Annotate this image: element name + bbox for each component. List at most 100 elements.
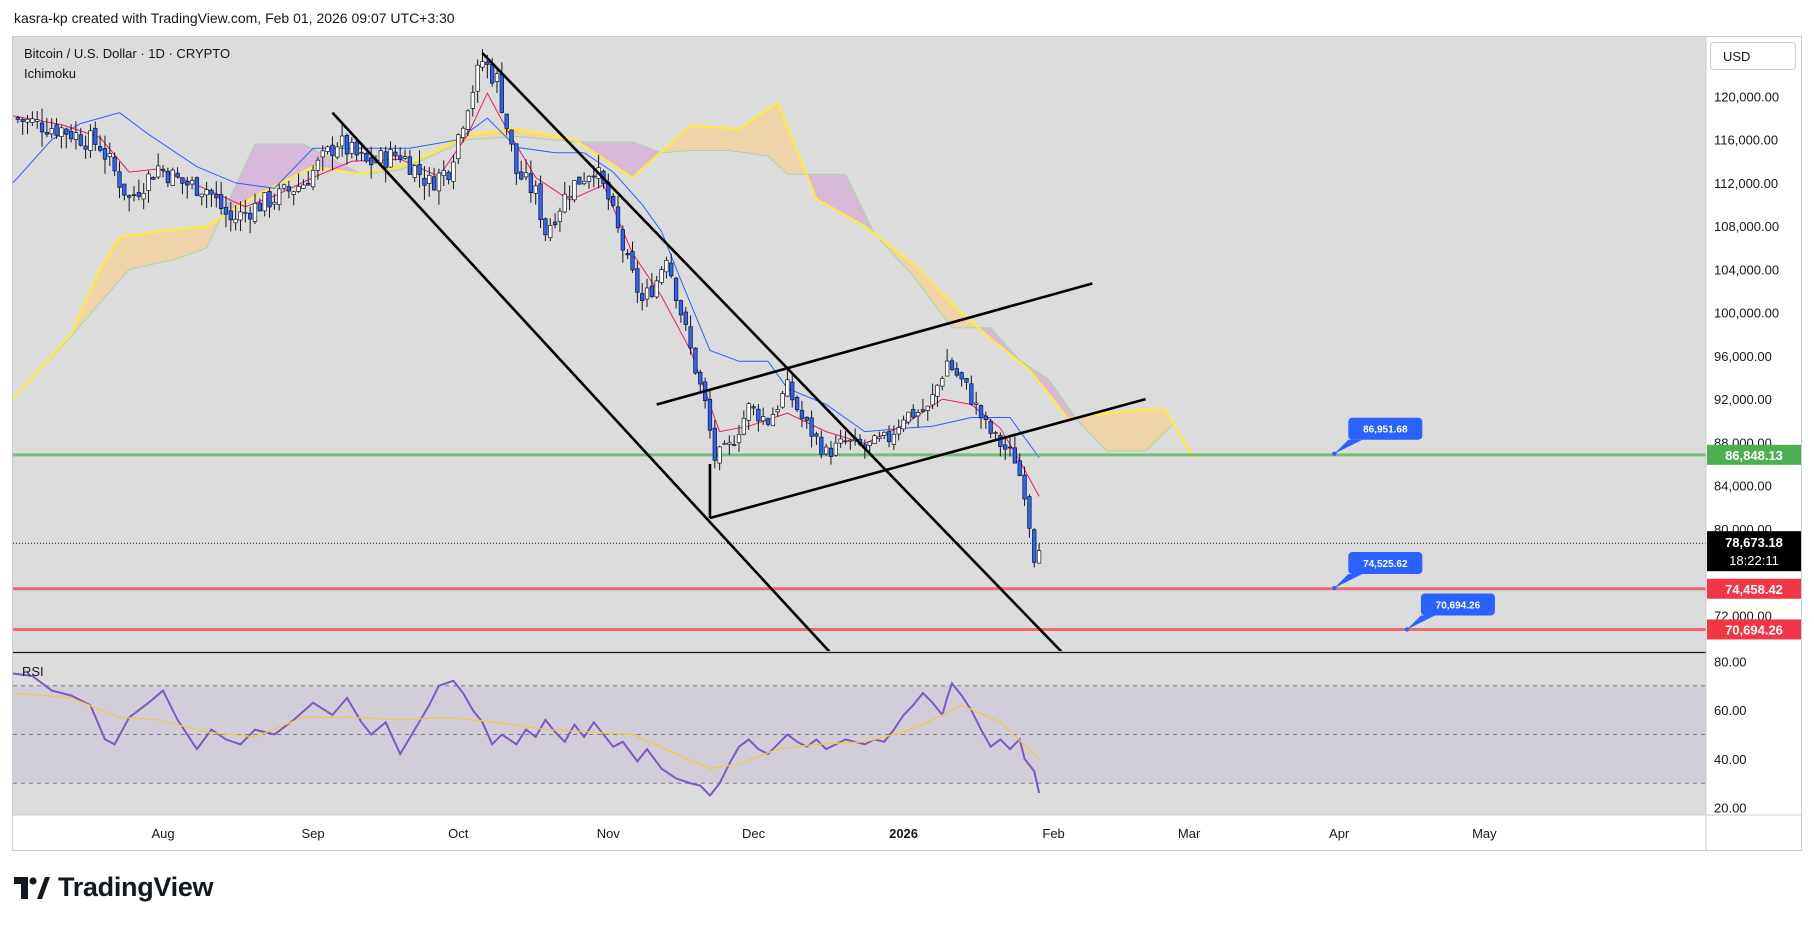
ichimoku-cloud-segment xyxy=(192,227,197,254)
candle-body xyxy=(727,442,732,445)
candle-body xyxy=(640,293,645,301)
ichimoku-cloud-segment xyxy=(1140,409,1146,452)
candle-body xyxy=(460,127,466,138)
level-tag-label: 70,694.26 xyxy=(1725,622,1783,637)
candle-body xyxy=(480,61,485,68)
tradingview-logo[interactable]: TradingView xyxy=(14,872,214,903)
candle-body xyxy=(272,201,277,205)
ichimoku-cloud-segment xyxy=(472,133,478,140)
candle-body xyxy=(475,64,480,92)
ichimoku-cloud-segment xyxy=(114,236,120,287)
tradingview-logo-icon xyxy=(14,876,50,899)
candle-body xyxy=(117,171,122,188)
candle-body xyxy=(369,157,374,166)
symbol-title[interactable]: Bitcoin / U.S. Dollar · 1D · CRYPTO xyxy=(24,46,231,61)
ichimoku-cloud-segment xyxy=(743,122,749,154)
ichimoku-cloud-segment xyxy=(642,145,648,169)
ichimoku-cloud-segment xyxy=(1106,412,1112,452)
ichimoku-cloud-segment xyxy=(240,164,246,205)
candle-body xyxy=(243,211,248,214)
ichimoku-cloud-segment xyxy=(826,174,831,208)
candle-body xyxy=(794,397,800,411)
candle-body xyxy=(533,185,538,194)
candle-body xyxy=(136,192,141,197)
ichimoku-cloud-segment xyxy=(124,235,130,275)
candle-body xyxy=(1036,550,1042,564)
candle-body xyxy=(97,146,103,151)
price-pane-background xyxy=(13,37,1706,651)
ichimoku-cloud-segment xyxy=(758,112,764,156)
candle-body xyxy=(490,64,495,84)
candle-body xyxy=(809,417,814,437)
ichimoku-cloud-segment xyxy=(680,129,686,152)
trendline-ascending-channel-upper xyxy=(656,282,1093,406)
ichimoku-cloud-segment xyxy=(521,129,527,138)
candle-body xyxy=(838,438,843,444)
price-axis-tick: 84,000.00 xyxy=(1714,479,1772,494)
trendline-ascending-channel-lower xyxy=(709,397,1146,520)
callout-box xyxy=(1420,593,1495,616)
candle-body xyxy=(978,405,984,419)
candle-body xyxy=(214,193,219,199)
candle-body xyxy=(141,192,146,200)
callout-label: 70,694.26 xyxy=(1436,600,1481,611)
ichimoku-cloud-segment xyxy=(598,141,604,159)
ichimoku-cloud-segment xyxy=(206,223,212,248)
candle-body xyxy=(1027,496,1032,529)
ichimoku-cloud-segment xyxy=(937,289,943,315)
candle-body xyxy=(310,170,316,188)
ichimoku-cloud-segment xyxy=(274,144,280,187)
candle-body xyxy=(925,405,930,411)
candle-body xyxy=(954,368,959,376)
candle-body xyxy=(1017,460,1022,476)
ichimoku-cloud-segment xyxy=(821,174,827,205)
candle-body xyxy=(659,269,664,283)
candle-body xyxy=(586,176,592,182)
candle-body xyxy=(267,191,272,208)
candle-body xyxy=(49,128,54,135)
candle-body xyxy=(228,210,233,221)
ichimoku-cloud-segment xyxy=(1005,344,1011,355)
ichimoku-cloud-segment xyxy=(729,128,735,152)
price-pane xyxy=(13,37,1706,651)
ichimoku-cloud-segment xyxy=(1092,414,1098,441)
candle-body xyxy=(68,131,74,140)
ichimoku-cloud-segment xyxy=(143,232,149,267)
level-tag-support-86848 xyxy=(1707,444,1801,465)
candle-body xyxy=(122,183,127,196)
ichimoku-cloud-segment xyxy=(932,284,938,309)
ichimoku-cloud-segment xyxy=(719,127,725,151)
candle-body xyxy=(281,184,287,189)
ichimoku-cloud-segment xyxy=(177,228,183,259)
candle-body xyxy=(25,118,30,123)
indicator-ichimoku-label[interactable]: Ichimoku xyxy=(24,66,77,81)
rsi-label: RSI xyxy=(22,664,44,679)
ichimoku-cloud-segment xyxy=(1068,407,1073,419)
candle-body xyxy=(654,280,659,298)
ichimoku-cloud-segment xyxy=(109,245,115,292)
candle-body xyxy=(514,143,519,174)
candle-body xyxy=(625,253,630,256)
candle-body xyxy=(577,176,582,185)
candle-body xyxy=(790,381,795,401)
candle-body xyxy=(882,431,887,436)
candle-body xyxy=(330,144,335,157)
candle-body xyxy=(252,202,258,222)
ichimoku-cloud-segment xyxy=(618,141,623,172)
candle-body xyxy=(543,218,548,236)
candle-body xyxy=(189,180,195,185)
candle-body xyxy=(398,155,403,160)
candle-body xyxy=(775,409,780,413)
currency-button[interactable]: USD xyxy=(1710,42,1796,70)
candle-body xyxy=(998,434,1003,447)
ichimoku-cloud-segment xyxy=(293,144,299,177)
time-axis-tick: Apr xyxy=(1329,826,1350,841)
candle-body xyxy=(664,260,669,273)
candle-body xyxy=(499,73,504,113)
price-callout: 70,694.26 xyxy=(1404,593,1495,632)
ichimoku-cloud-segment xyxy=(196,226,202,252)
ichimoku-cloud-segment xyxy=(1145,409,1151,452)
ichimoku-cloud-segment xyxy=(893,248,899,261)
candle-body xyxy=(185,181,190,186)
